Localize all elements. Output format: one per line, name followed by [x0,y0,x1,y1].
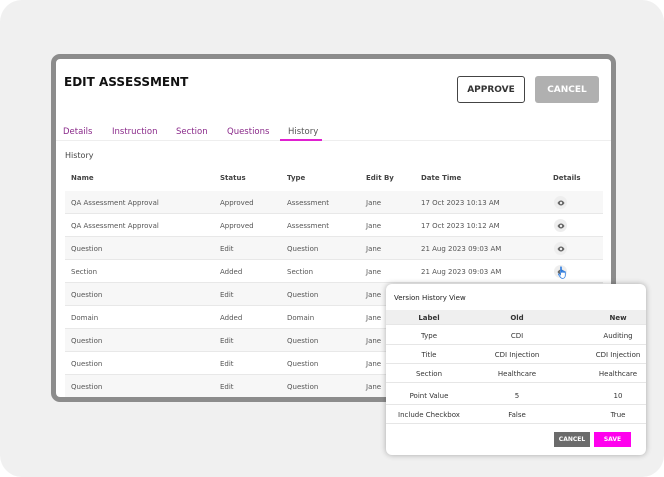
popup-cell: CDI Injection [494,351,540,359]
cell-status: Approved [220,222,254,230]
popup-header-row: Label Old New [386,310,646,325]
popup-cancel-button[interactable]: CANCEL [554,432,590,447]
cell-status: Edit [220,360,234,368]
cell-type: Question [287,360,319,368]
cell-status: Edit [220,337,234,345]
popup-column-header: Old [510,314,524,322]
cell-status: Edit [220,291,234,299]
cell-edit-by: Jane [366,337,382,345]
popup-cell: Point Value [409,392,449,400]
popup-cell: Type [420,332,438,340]
tab-details[interactable]: Details [63,127,93,137]
tab-instruction[interactable]: Instruction [112,127,158,137]
column-header-status: Status [220,174,246,182]
cell-status: Added [220,268,243,276]
cell-edit-by: Jane [366,383,382,391]
popup-cell: Healthcare [598,370,638,378]
popup-cell: Title [421,351,437,359]
cell-status: Approved [220,199,254,207]
popup-cell: False [508,411,526,419]
tab-questions[interactable]: Questions [227,127,270,137]
cell-name: Question [71,383,103,391]
popup-cell: Include Checkbox [398,411,460,419]
cell-name: Section [71,268,98,276]
popup-row: Section Healthcare Healthcare [386,364,646,383]
cell-name: Question [71,291,103,299]
cell-edit-by: Jane [366,314,382,322]
popup-title: Version History View [394,294,466,302]
cell-edit-by: Jane [366,360,382,368]
cell-date: 17 Oct 2023 10:13 AM [421,199,500,207]
popup-cell: 5 [514,392,520,400]
cell-edit-by: Jane [366,199,382,207]
popup-cell: 10 [613,392,623,400]
eye-icon[interactable] [554,196,567,209]
popup-row: Type CDI Auditing [386,326,646,345]
cell-date: 21 Aug 2023 09:03 AM [421,245,502,253]
cell-edit-by: Jane [366,245,382,253]
column-header-name: Name [71,174,94,182]
eye-icon[interactable] [554,242,567,255]
cell-name: Question [71,245,103,253]
cell-edit-by: Jane [366,291,382,299]
page-title: EDIT ASSESSMENT [64,75,189,89]
version-history-popup: Version History View Label Old New Type CDI A… [386,284,646,455]
cell-type: Question [287,291,319,299]
popup-save-button[interactable]: SAVE [594,432,631,447]
approve-button[interactable]: APPROVE [457,76,525,103]
popup-cell: CDI [510,332,524,340]
popup-cell: Healthcare [497,370,537,378]
popup-row: Point Value 5 10 [386,386,646,405]
cancel-button[interactable]: CANCEL [535,76,599,103]
table-row: Section Added Section Jane 21 Aug 2023 09:03… [65,260,603,283]
column-header-edit-by: Edit By [366,174,394,182]
section-title: History [65,151,94,160]
cell-date: 17 Oct 2023 10:12 AM [421,222,500,230]
cell-date: 21 Aug 2023 09:03 AM [421,268,502,276]
cell-name: Question [71,360,103,368]
tab-bar: Details Instruction Section Questions Hi… [56,121,611,141]
cell-status: Edit [220,245,234,253]
cell-name: Domain [71,314,99,322]
tab-section[interactable]: Section [176,127,208,137]
popup-cell: CDI Injection [595,351,641,359]
cell-type: Assessment [287,222,329,230]
popup-cell: True [610,411,626,419]
cell-name: QA Assessment Approval [71,199,159,207]
tab-history[interactable]: History [288,127,319,137]
popup-column-header: Label [418,314,440,322]
popup-row: Title CDI Injection CDI Injection [386,345,646,364]
cell-type: Question [287,383,319,391]
popup-column-header: New [609,314,627,322]
table-row: Question Edit Question Jane 21 Aug 2023 09:0… [65,237,603,260]
cell-type: Question [287,245,319,253]
popup-cell: Section [415,370,443,378]
hand-pointer-icon [558,266,566,279]
cell-edit-by: Jane [366,222,382,230]
edit-assessment-card: EDIT ASSESSMENT APPROVE CANCEL Details I… [51,54,616,402]
cell-name: QA Assessment Approval [71,222,159,230]
eye-icon[interactable] [554,219,567,232]
active-tab-indicator [280,139,322,141]
cell-type: Section [287,268,314,276]
column-header-type: Type [287,174,306,182]
cell-edit-by: Jane [366,268,382,276]
cell-type: Assessment [287,199,329,207]
cell-type: Domain [287,314,315,322]
column-header-date-time: Date Time [421,174,462,182]
table-row: QA Assessment Approval Approved Assessment… [65,214,603,237]
popup-row: Include Checkbox False True [386,405,646,424]
cell-status: Edit [220,383,234,391]
column-header-details: Details [553,174,581,182]
cell-type: Question [287,337,319,345]
table-row: QA Assessment Approval Approved Assessment… [65,191,603,214]
popup-cell: Auditing [603,332,633,340]
cell-name: Question [71,337,103,345]
cell-status: Added [220,314,243,322]
